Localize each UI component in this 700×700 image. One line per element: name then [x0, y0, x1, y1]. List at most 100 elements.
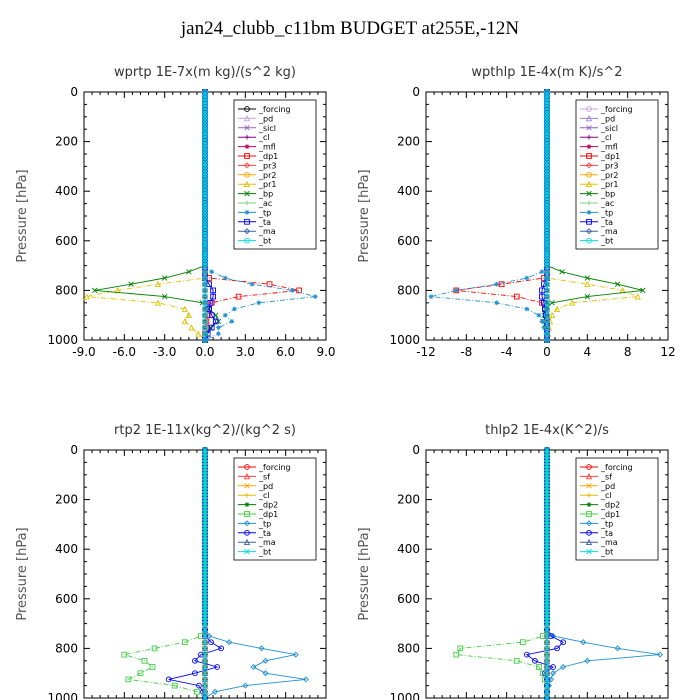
data-point-marker — [262, 657, 269, 664]
data-point-marker — [544, 160, 550, 167]
data-point-marker — [202, 95, 208, 102]
data-point-marker — [202, 658, 208, 664]
legend-marker — [586, 502, 592, 507]
chart-panel-3: rtp2 1E-11x(kg^2)/(kg^2 s) Pressure [hPa]… — [15, 423, 327, 700]
data-point-marker — [513, 657, 520, 664]
legend-marker — [586, 483, 592, 489]
data-point-marker — [544, 163, 550, 170]
y-tick-label: 200 — [55, 135, 78, 149]
series-path — [204, 92, 316, 341]
data-point-marker — [181, 305, 188, 312]
legend-marker — [585, 114, 593, 122]
data-point-marker — [202, 676, 208, 683]
series-path — [456, 92, 548, 340]
data-point-marker — [544, 154, 550, 160]
series-path — [168, 450, 223, 699]
data-point-marker — [202, 225, 208, 232]
data-point-marker — [549, 300, 555, 306]
data-point-marker — [222, 312, 228, 318]
data-point-marker — [141, 657, 148, 664]
data-point-marker — [544, 194, 550, 201]
data-point-marker — [544, 231, 550, 238]
legend-marker — [586, 134, 592, 140]
y-tick-label: 1000 — [47, 691, 78, 700]
data-point-marker — [544, 676, 550, 683]
data-point-marker — [202, 689, 208, 695]
data-point-marker — [202, 92, 208, 98]
data-point-marker — [544, 148, 550, 154]
data-point-marker — [202, 299, 208, 306]
legend-entry: _ac — [258, 199, 272, 208]
legend-entry: _forcing — [600, 105, 633, 114]
x-tick-label: 12 — [660, 345, 675, 359]
legend-marker — [586, 200, 592, 206]
series-pr1-line — [83, 88, 209, 343]
legend-marker — [244, 171, 250, 178]
data-point-marker — [202, 98, 208, 105]
data-point-marker — [202, 231, 208, 238]
legend-entry: _sicl — [258, 124, 276, 133]
data-point-marker — [206, 281, 212, 288]
legend-entry: _ma — [600, 227, 618, 236]
data-point-marker — [202, 287, 208, 294]
legend-marker — [586, 511, 592, 517]
x-tick-label: -3.0 — [153, 345, 176, 359]
data-point-marker — [544, 188, 550, 195]
data-point-marker — [544, 95, 550, 102]
y-tick-label: 400 — [55, 542, 78, 556]
data-point-marker — [544, 633, 550, 639]
data-point-marker — [312, 294, 318, 299]
y-tick-label: 400 — [55, 184, 78, 198]
data-point-marker — [550, 632, 557, 640]
data-point-marker — [202, 203, 208, 210]
data-point-marker — [544, 664, 550, 670]
data-point-marker — [258, 645, 265, 652]
data-point-marker — [202, 262, 208, 269]
data-point-marker — [453, 288, 459, 293]
x-tick-label: -8 — [460, 345, 472, 359]
data-point-marker — [249, 281, 255, 287]
x-tick-label: -4 — [501, 345, 513, 359]
data-point-marker — [544, 253, 550, 260]
data-point-marker — [202, 210, 208, 216]
data-point-marker — [202, 126, 208, 133]
legend-entry: _ta — [600, 218, 613, 227]
chart-panel-2: wpthlp 1E-4x(m K)/s^2 Pressure [hPa] -12 -8… — [357, 65, 676, 359]
legend-marker — [243, 228, 251, 235]
data-point-marker — [202, 256, 208, 263]
data-point-marker — [202, 241, 208, 247]
data-point-marker — [544, 658, 550, 664]
data-point-marker — [232, 306, 237, 312]
data-point-marker — [208, 312, 215, 319]
data-point-marker — [614, 281, 621, 287]
legend-marker — [586, 492, 592, 498]
legend-entry: _ma — [600, 538, 618, 547]
y-tick-label: 400 — [397, 542, 420, 556]
data-point-marker — [544, 216, 550, 222]
panel-title: wprtp 1E-7x(m kg)/(s^2 kg) — [114, 65, 296, 80]
legend-marker — [586, 190, 592, 197]
data-point-marker — [544, 268, 550, 275]
data-point-marker — [188, 324, 195, 331]
data-point-marker — [202, 110, 208, 117]
data-point-marker — [161, 293, 168, 300]
legend-entry: _ta — [600, 529, 613, 538]
data-point-marker — [202, 179, 208, 185]
data-point-marker — [202, 633, 208, 639]
data-point-marker — [202, 185, 208, 191]
data-point-marker — [544, 92, 550, 98]
y-tick-label: 1000 — [389, 691, 420, 700]
data-point-marker — [544, 219, 550, 226]
data-point-marker — [544, 694, 550, 700]
data-point-marker — [196, 682, 202, 689]
data-point-marker — [202, 166, 208, 173]
data-point-marker — [195, 330, 202, 337]
data-point-marker — [202, 222, 208, 229]
data-point-marker — [544, 222, 550, 229]
data-point-marker — [192, 657, 198, 664]
y-axis-label: Pressure [hPa] — [15, 169, 30, 262]
data-point-marker — [202, 107, 208, 114]
data-point-marker — [584, 275, 591, 281]
data-point-marker — [519, 639, 526, 646]
data-point-marker — [544, 104, 550, 111]
